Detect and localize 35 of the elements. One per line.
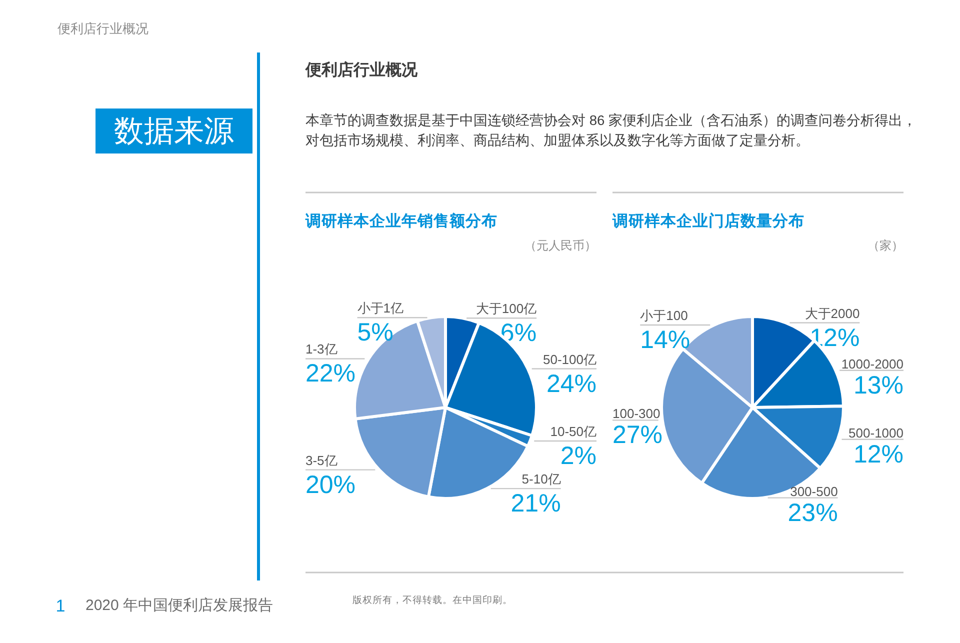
text: 版权所有，不得转载。在中国印刷。 (352, 594, 512, 606)
data-label: 21% (510, 490, 561, 518)
data-label: 27% (612, 421, 663, 450)
slice-label: 1000-2000 (841, 356, 904, 372)
slice-label: 小于100 (640, 308, 688, 323)
chart-subtitle: （家） (868, 238, 904, 252)
data-label: 22% (306, 360, 356, 388)
slice-label: 大于100亿 (476, 301, 537, 316)
text: 本章节的调查数据是基于中国连锁经营协会对 86 家便利店企业（含石油系）的调查问卷分析得出，对包括市场规模、利润率、商品结构、加盟体系以及数字化等方面做了定量分析。 (306, 113, 917, 148)
data-label: 12% (853, 440, 904, 468)
slice-label: 5-10亿 (522, 472, 561, 487)
data-label: 20% (306, 470, 356, 499)
slice-label: 50-100亿 (543, 352, 597, 367)
text: 数据来源 (114, 115, 234, 148)
slice-label: 小于1亿 (357, 300, 404, 316)
text: 1 (56, 596, 66, 616)
data-label: 24% (546, 370, 597, 398)
text: 便利店行业概况 (304, 60, 418, 79)
slice-label: 100-300 (612, 406, 660, 422)
slice-label: 10-50亿 (550, 424, 596, 439)
data-label: 5% (357, 318, 394, 347)
data-label: 13% (853, 371, 904, 400)
slice-label: 大于2000 (804, 306, 860, 321)
chart-title: 调研样本企业门店数量分布 (612, 211, 804, 230)
slice-label: 1-3亿 (306, 342, 338, 357)
slice-label: 3-5亿 (306, 452, 338, 468)
data-label: 23% (788, 498, 838, 527)
chart-subtitle: （元人民币） (524, 238, 596, 252)
text: 2020 年中国便利店发展报告 (86, 597, 274, 614)
data-label: 14% (640, 326, 690, 354)
data-label: 2% (560, 442, 597, 470)
text: 便利店行业概况 (58, 21, 148, 36)
chart-title: 调研样本企业年销售额分布 (304, 212, 498, 230)
slice-label: 300-500 (790, 484, 838, 499)
slice-label: 500-1000 (848, 425, 904, 440)
